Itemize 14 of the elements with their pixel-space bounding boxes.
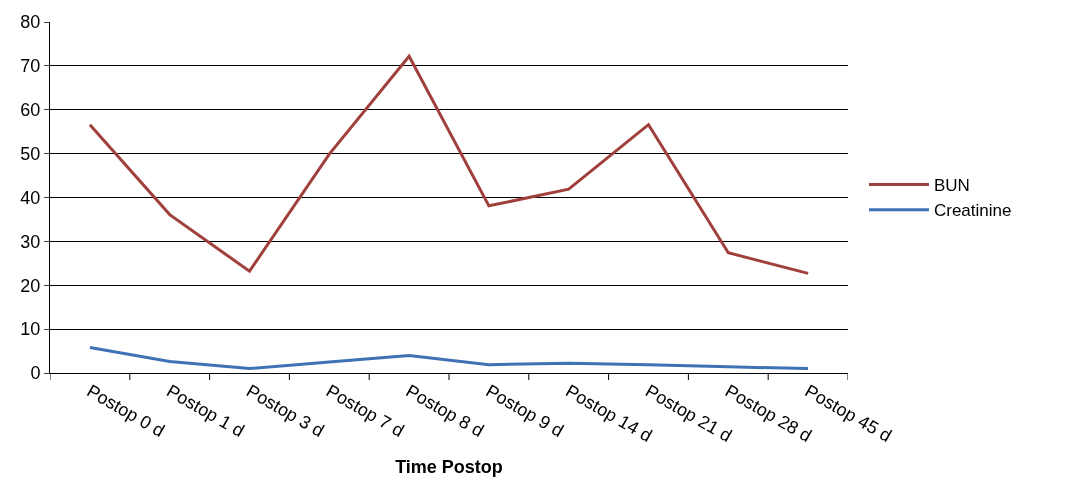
- y-tick-label: 80: [20, 12, 41, 33]
- y-tick-label: 50: [20, 143, 41, 164]
- y-tick-label: 0: [30, 363, 41, 384]
- legend-label: BUN: [933, 176, 970, 196]
- x-axis-title: Time Postop: [395, 457, 503, 477]
- legend-label: Creatinine: [933, 201, 1012, 221]
- line-series: [88, 346, 810, 371]
- y-tick-label: 40: [20, 187, 41, 208]
- y-tick-label: 20: [20, 275, 41, 296]
- y-tick-label: 60: [20, 100, 41, 121]
- y-tick-label: 70: [20, 56, 41, 77]
- y-tick-label: 30: [20, 231, 41, 252]
- line-series: [88, 54, 810, 275]
- y-tick-label: 10: [20, 319, 41, 340]
